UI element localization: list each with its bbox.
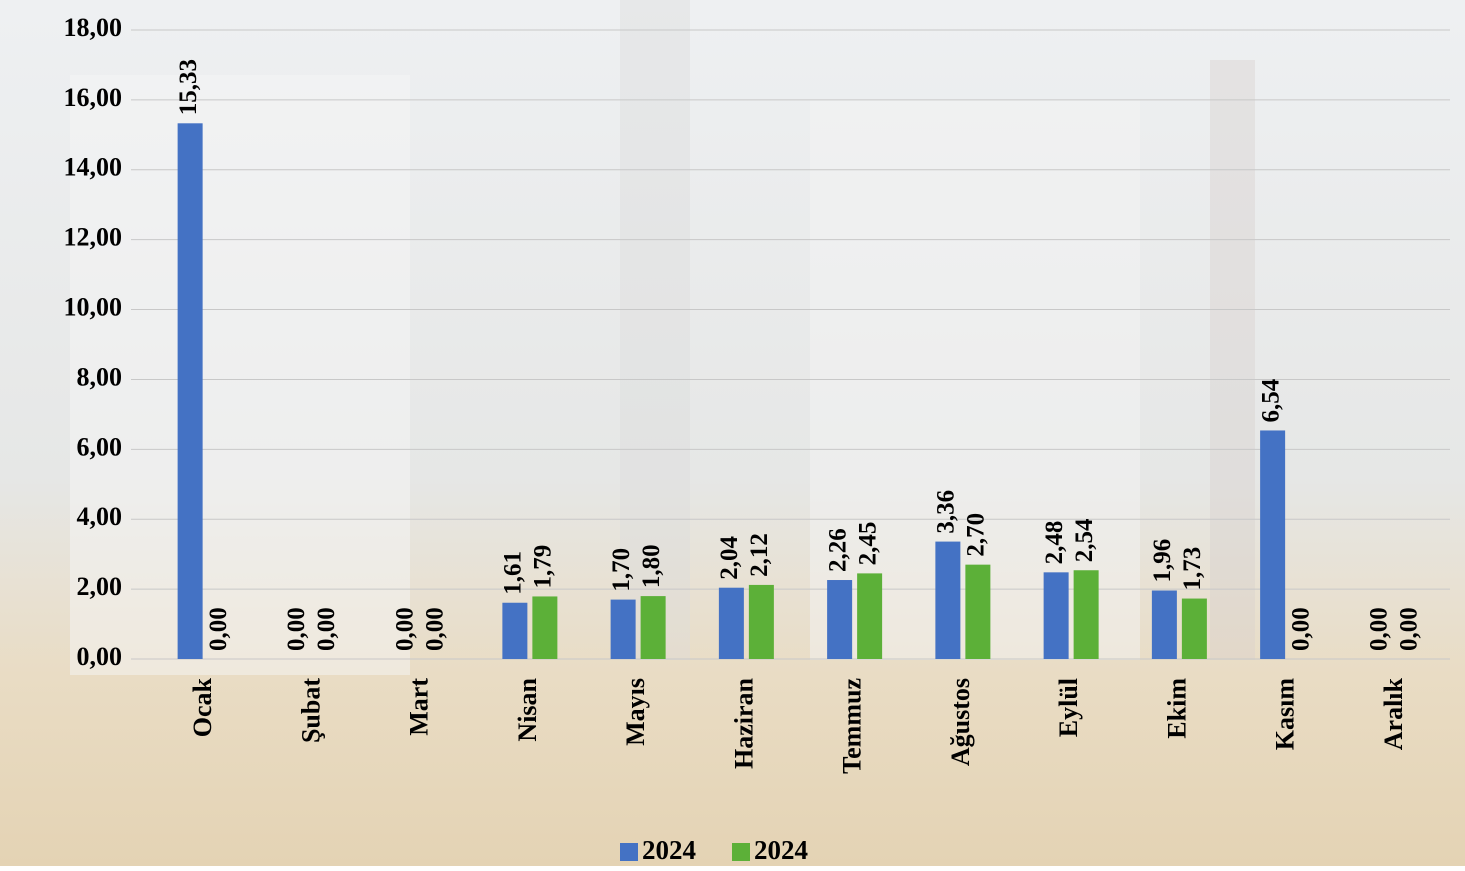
chart: 0,00 2,00 4,00 6,00 8,00 10,00 12,00 14,00 16,00… xyxy=(0,0,1465,866)
legend-swatch xyxy=(732,843,750,861)
value-label: 1,80 xyxy=(638,544,665,588)
legend-swatch xyxy=(620,843,638,861)
bar xyxy=(641,596,666,659)
x-tick-label: Ekim xyxy=(1162,678,1191,739)
bar xyxy=(1152,591,1177,659)
bar xyxy=(1260,430,1285,659)
y-tick-label: 18,00 xyxy=(64,13,123,42)
value-label: 1,79 xyxy=(530,545,557,589)
value-label: 2,48 xyxy=(1041,521,1068,565)
legend-label: 2024 xyxy=(642,835,696,865)
bar xyxy=(857,573,882,659)
x-tick-label: Kasım xyxy=(1271,678,1300,751)
value-label: 1,61 xyxy=(500,551,527,595)
y-tick-label: 2,00 xyxy=(77,572,123,601)
value-label: 0,00 xyxy=(1287,607,1314,651)
value-label: 0,00 xyxy=(205,607,232,651)
bar xyxy=(502,603,527,659)
y-tick-label: 8,00 xyxy=(77,362,123,391)
value-label: 0,00 xyxy=(1396,607,1423,651)
x-tick-label: Mart xyxy=(405,678,434,736)
bar xyxy=(1182,599,1207,659)
value-label: 0,00 xyxy=(391,607,418,651)
y-tick-label: 14,00 xyxy=(64,153,123,182)
value-label: 15,33 xyxy=(175,59,202,115)
value-label: 2,26 xyxy=(824,528,851,572)
bar xyxy=(178,123,203,659)
value-label: 1,96 xyxy=(1149,539,1176,583)
y-tick-label: 10,00 xyxy=(64,293,123,322)
x-tick-label: Eylül xyxy=(1054,678,1083,737)
value-label: 2,04 xyxy=(716,535,743,579)
x-tick-label: Temmuz xyxy=(838,678,867,774)
bar xyxy=(965,565,990,659)
y-tick-label: 12,00 xyxy=(64,223,123,252)
value-label: 6,54 xyxy=(1257,378,1284,422)
value-label: 0,00 xyxy=(1366,607,1393,651)
y-tick-label: 6,00 xyxy=(77,432,123,461)
bar xyxy=(1074,570,1099,659)
bar xyxy=(719,588,744,659)
x-tick-label: Aralık xyxy=(1379,677,1408,750)
x-tick-label: Mayıs xyxy=(621,678,650,746)
value-label: 0,00 xyxy=(283,607,310,651)
bar xyxy=(935,542,960,659)
x-tick-label: Şubat xyxy=(296,678,325,743)
value-label: 2,70 xyxy=(963,513,990,557)
y-tick-label: 4,00 xyxy=(77,502,123,531)
x-tick-label: Ağustos xyxy=(946,678,975,766)
bar xyxy=(1044,572,1069,659)
y-tick-label: 16,00 xyxy=(64,83,123,112)
value-label: 3,36 xyxy=(933,490,960,534)
x-tick-label: Haziran xyxy=(729,677,758,769)
legend-label: 2024 xyxy=(754,835,808,865)
value-label: 0,00 xyxy=(421,607,448,651)
bar xyxy=(827,580,852,659)
bar xyxy=(532,596,557,659)
bar xyxy=(749,585,774,659)
background-shape xyxy=(1210,60,1255,660)
value-label: 0,00 xyxy=(313,607,340,651)
bar xyxy=(611,600,636,659)
x-tick-label: Nisan xyxy=(513,677,542,741)
value-label: 1,73 xyxy=(1179,547,1206,591)
value-label: 2,45 xyxy=(854,522,881,566)
x-tick-label: Ocak xyxy=(188,677,217,737)
y-tick-label: 0,00 xyxy=(77,642,123,671)
value-label: 2,12 xyxy=(746,533,773,577)
value-label: 1,70 xyxy=(608,548,635,592)
value-label: 2,54 xyxy=(1071,518,1098,562)
